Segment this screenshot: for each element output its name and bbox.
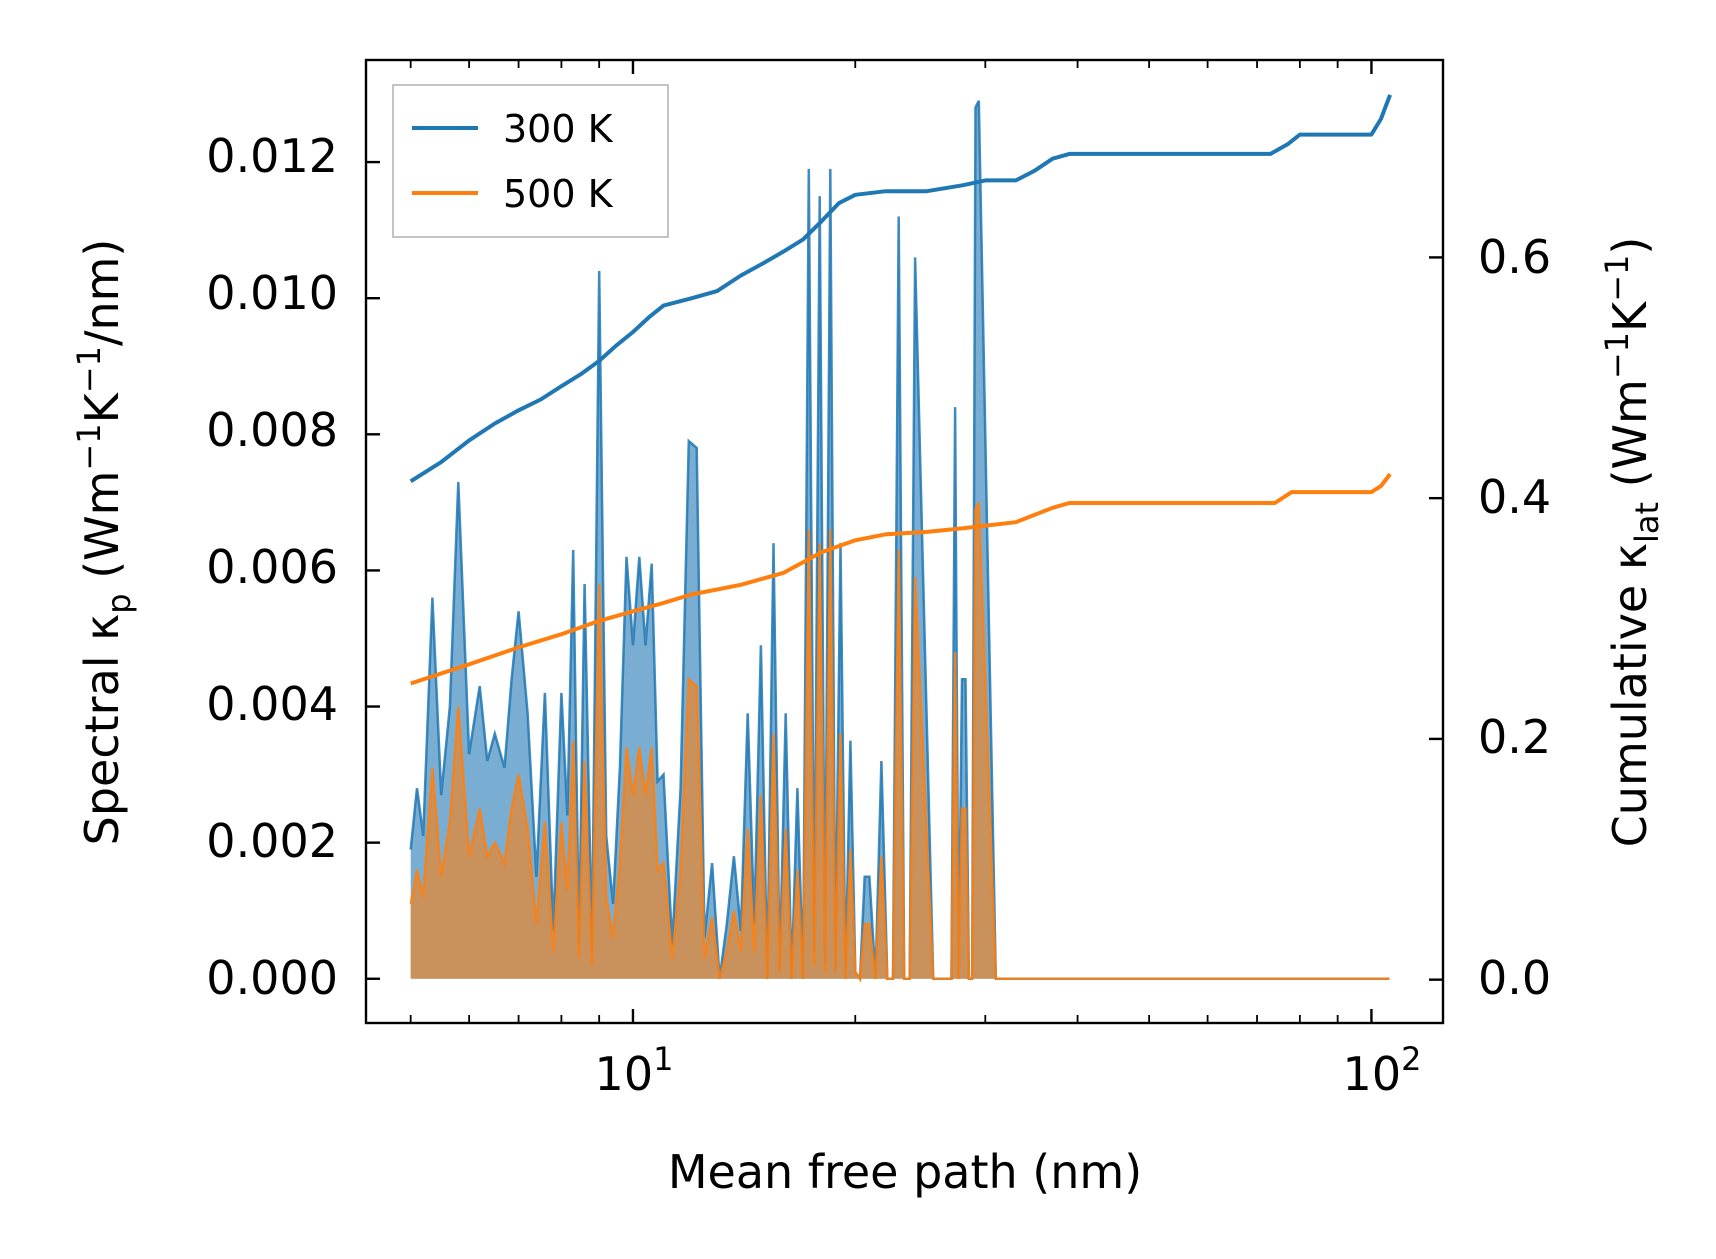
legend-label-300k: 300 K [503,107,614,151]
right-tick-label: 0.4 [1478,470,1551,524]
x-axis-title: Mean free path (nm) [668,1145,1142,1199]
left-tick-label: 0.002 [206,814,338,868]
x-tick-label-100: 102 [1343,1040,1422,1101]
left-tick-label: 0.008 [206,403,338,457]
right-tick-label: 0.2 [1478,710,1551,764]
legend: 300 K 500 K [392,84,669,238]
spectral-line-500k [409,501,1390,983]
left-tick-label: 0.006 [206,540,338,594]
label-part: ) [1603,237,1657,255]
label-part: (Wm [1603,379,1657,502]
label-part: K [1603,300,1657,332]
left-tick-label: 0.004 [206,677,338,731]
label-part: /nm) [75,239,129,346]
left-tick-label: 0.000 [206,951,338,1005]
spectral-fills [409,100,1390,983]
label-part: Spectral κ [75,614,129,846]
label-sup: −1 [1598,255,1636,302]
x-tick-base: 10 [1343,1047,1402,1101]
label-sub: lat [1628,502,1666,543]
x-tick-exp: 1 [653,1040,673,1078]
plot-frame [364,58,1445,1025]
right-tick-label: 0.0 [1478,951,1551,1005]
right-tick-label: 0.6 [1478,230,1551,284]
axis-ticks [366,60,1443,1023]
cumulative-line-300k [409,94,1392,483]
label-sup: −1 [70,423,108,470]
left-tick-label: 0.010 [206,266,338,320]
x-tick-base: 10 [595,1047,654,1101]
x-tick-label-10: 101 [595,1040,674,1101]
label-part: K [75,391,129,423]
legend-box [392,84,669,238]
left-tick-label: 0.012 [206,129,338,183]
left-axis-title: Spectral κp (Wm−1K−1/nm) [70,239,138,846]
label-sup: −1 [70,346,108,393]
label-part: Cumulative κ [1603,543,1657,847]
label-part: (Wm [75,471,129,594]
label-sub: p [100,593,138,613]
data-lines [409,94,1392,686]
right-axis-title: Cumulative κlat (Wm−1K−1) [1598,237,1666,848]
label-sup: −1 [1598,332,1636,379]
legend-label-500k: 500 K [503,172,614,216]
cumulative-line-500k [410,472,1392,686]
x-tick-exp: 2 [1401,1040,1421,1078]
